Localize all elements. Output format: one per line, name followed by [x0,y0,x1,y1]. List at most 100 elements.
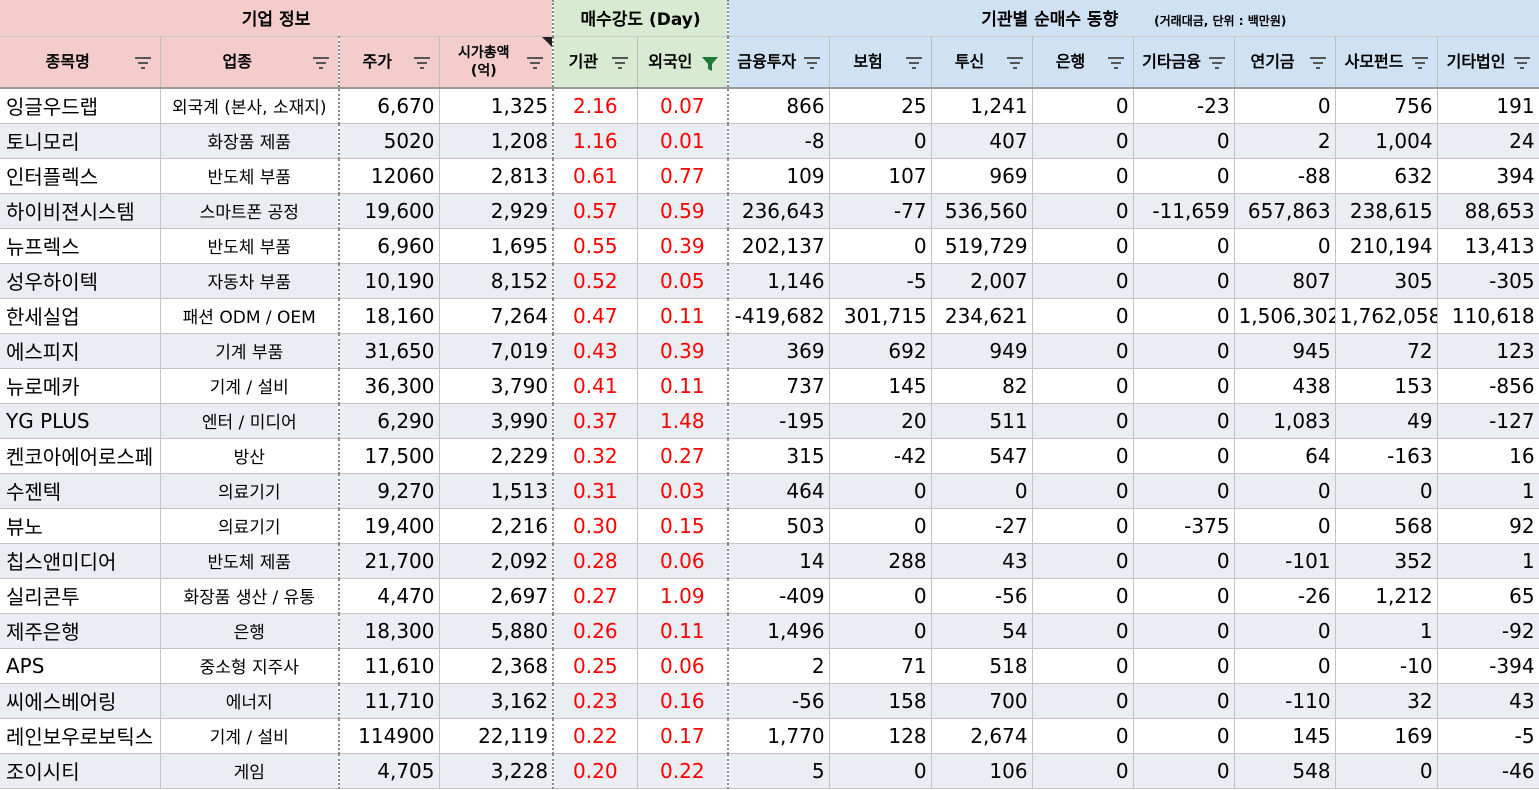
cell-bank[interactable]: 0 [1032,193,1134,229]
cell-private_fund[interactable]: 1,762,058 [1335,298,1438,334]
cell-foreign[interactable]: 0.11 [637,298,730,334]
cell-mcap[interactable]: 22,119 [439,718,555,754]
cell-trust[interactable]: -27 [931,508,1033,544]
cell-other_fin[interactable]: 0 [1133,228,1235,264]
cell-pension[interactable]: 0 [1234,648,1336,684]
table-row[interactable]: YG PLUS 엔터 / 미디어 6,290 3,990 0.37 1.48 -195 20 5… [0,403,1539,439]
cell-bank[interactable]: 0 [1032,368,1134,404]
cell-name[interactable]: 칩스앤미디어 [0,543,161,579]
filter-icon[interactable] [1107,56,1125,70]
cell-other_fin[interactable]: 0 [1133,718,1235,754]
cell-bank[interactable]: 0 [1032,508,1134,544]
cell-sector[interactable]: 스마트폰 공정 [160,193,340,229]
cell-foreign[interactable]: 1.09 [637,578,730,614]
cell-private_fund[interactable]: 49 [1335,403,1438,439]
cell-insurance[interactable]: 71 [829,648,932,684]
cell-pension[interactable]: 0 [1234,508,1336,544]
cell-inst[interactable]: 0.25 [553,648,638,684]
cell-other_corp[interactable]: -46 [1437,753,1539,789]
cell-private_fund[interactable]: -10 [1335,648,1438,684]
table-row[interactable]: 제주은행 은행 18,300 5,880 0.26 0.11 1,496 0 54 0 0 0 1 -92 [0,613,1539,649]
cell-name[interactable]: 뷰노 [0,508,161,544]
cell-inst[interactable]: 0.61 [553,158,638,194]
cell-insurance[interactable]: -5 [829,263,932,299]
column-header-bank[interactable]: 은행 [1032,36,1134,89]
filter-icon[interactable] [611,56,629,70]
table-row[interactable]: 레인보우로보틱스 기계 / 설비 114900 22,119 0.22 0.17 1,770… [0,718,1539,754]
cell-fin_invest[interactable]: 5 [728,753,830,789]
column-header-insurance[interactable]: 보험 [829,36,932,89]
column-header-fin_invest[interactable]: 금융투자 [728,36,830,89]
cell-bank[interactable]: 0 [1032,473,1134,509]
cell-foreign[interactable]: 1.48 [637,403,730,439]
cell-inst[interactable]: 0.22 [553,718,638,754]
cell-pension[interactable]: 0 [1234,228,1336,264]
cell-trust[interactable]: 547 [931,438,1033,474]
filter-icon[interactable] [1006,56,1024,70]
cell-price[interactable]: 11,710 [339,683,440,719]
cell-trust[interactable]: 234,621 [931,298,1033,334]
cell-private_fund[interactable]: 1,212 [1335,578,1438,614]
cell-inst[interactable]: 0.57 [553,193,638,229]
cell-pension[interactable]: 2 [1234,123,1336,159]
cell-private_fund[interactable]: 210,194 [1335,228,1438,264]
cell-private_fund[interactable]: -163 [1335,438,1438,474]
cell-private_fund[interactable]: 153 [1335,368,1438,404]
table-row[interactable]: 토니모리 화장품 제품 5020 1,208 1.16 0.01 -8 0 407 0 0 2 1,00… [0,123,1539,159]
cell-insurance[interactable]: 0 [829,613,932,649]
cell-fin_invest[interactable]: -8 [728,123,830,159]
table-row[interactable]: 뉴프렉스 반도체 부품 6,960 1,695 0.55 0.39 202,137 0 519,… [0,228,1539,264]
cell-other_corp[interactable]: -856 [1437,368,1539,404]
cell-sector[interactable]: 화장품 생산 / 유통 [160,578,340,614]
cell-mcap[interactable]: 7,264 [439,298,555,334]
cell-insurance[interactable]: 128 [829,718,932,754]
cell-insurance[interactable]: 0 [829,228,932,264]
cell-other_corp[interactable]: 394 [1437,158,1539,194]
column-header-foreign[interactable]: 외국인 [637,36,730,89]
cell-other_fin[interactable]: 0 [1133,543,1235,579]
cell-name[interactable]: 제주은행 [0,613,161,649]
cell-bank[interactable]: 0 [1032,88,1134,124]
cell-private_fund[interactable]: 0 [1335,473,1438,509]
cell-sector[interactable]: 외국계 (본사, 소재지) [160,88,340,124]
cell-other_fin[interactable]: 0 [1133,123,1235,159]
cell-price[interactable]: 11,610 [339,648,440,684]
cell-insurance[interactable]: 0 [829,508,932,544]
cell-other_fin[interactable]: 0 [1133,578,1235,614]
cell-private_fund[interactable]: 0 [1335,753,1438,789]
cell-private_fund[interactable]: 1 [1335,613,1438,649]
table-row[interactable]: 하이비젼시스템 스마트폰 공정 19,600 2,929 0.57 0.59 236,643… [0,193,1539,229]
filter-icon[interactable] [312,56,330,70]
column-header-pension[interactable]: 연기금 [1234,36,1336,89]
filter-icon[interactable] [1309,56,1327,70]
cell-price[interactable]: 19,600 [339,193,440,229]
cell-sector[interactable]: 기계 / 설비 [160,368,340,404]
cell-trust[interactable]: 519,729 [931,228,1033,264]
cell-price[interactable]: 6,960 [339,228,440,264]
cell-trust[interactable]: 82 [931,368,1033,404]
cell-other_fin[interactable]: 0 [1133,753,1235,789]
cell-sector[interactable]: 반도체 제품 [160,543,340,579]
cell-mcap[interactable]: 5,880 [439,613,555,649]
cell-fin_invest[interactable]: 1,146 [728,263,830,299]
cell-insurance[interactable]: 0 [829,753,932,789]
cell-foreign[interactable]: 0.11 [637,368,730,404]
cell-pension[interactable]: 1,083 [1234,403,1336,439]
cell-inst[interactable]: 0.28 [553,543,638,579]
cell-trust[interactable]: 0 [931,473,1033,509]
cell-other_fin[interactable]: 0 [1133,648,1235,684]
cell-sector[interactable]: 기계 부품 [160,333,340,369]
cell-insurance[interactable]: 158 [829,683,932,719]
filter-icon[interactable] [1411,56,1429,70]
cell-fin_invest[interactable]: 236,643 [728,193,830,229]
cell-other_fin[interactable]: 0 [1133,368,1235,404]
cell-other_corp[interactable]: 191 [1437,88,1539,124]
cell-foreign[interactable]: 0.16 [637,683,730,719]
table-row[interactable]: 씨에스베어링 에너지 11,710 3,162 0.23 0.16 -56 158 700 0 0-… [0,683,1539,719]
cell-bank[interactable]: 0 [1032,578,1134,614]
cell-inst[interactable]: 0.26 [553,613,638,649]
filter-icon[interactable] [803,56,821,70]
cell-price[interactable]: 4,705 [339,753,440,789]
cell-bank[interactable]: 0 [1032,543,1134,579]
cell-trust[interactable]: 700 [931,683,1033,719]
